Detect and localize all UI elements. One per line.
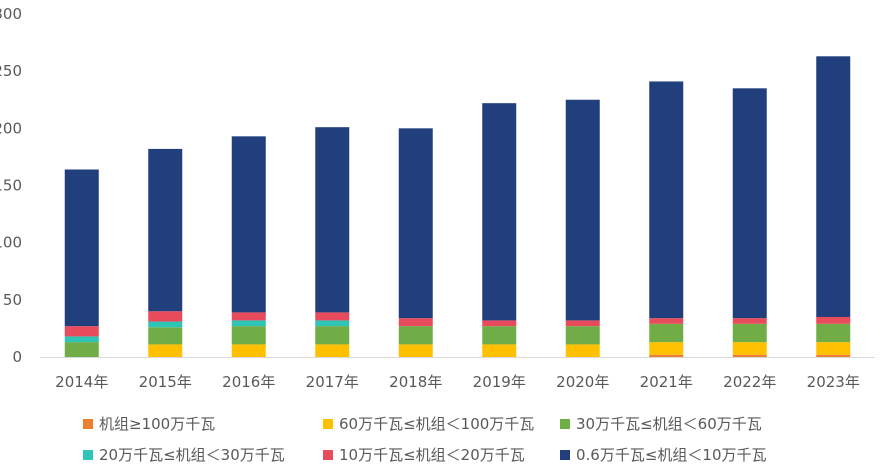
x-tick-label: 2015年 <box>139 373 192 391</box>
bar-segment <box>315 127 350 313</box>
bar-segment <box>482 103 517 321</box>
y-tick-label: 150 <box>0 177 22 195</box>
legend-swatch <box>560 418 570 429</box>
bar-segment <box>398 344 433 357</box>
bar-segment <box>565 99 600 321</box>
x-tick-label: 2022年 <box>723 373 776 391</box>
bar-segment <box>482 320 517 327</box>
legend: 机组≥100万千瓦 60万千瓦≤机组＜100万千瓦 30万千瓦≤机组＜60万千瓦 20… <box>0 404 883 474</box>
legend-label: 机组≥100万千瓦 <box>99 415 216 433</box>
bar-segment <box>565 344 600 357</box>
y-tick-label: 50 <box>3 291 22 309</box>
bar-segment <box>816 323 851 343</box>
y-tick-label: 200 <box>0 119 22 137</box>
legend-label: 0.6万千瓦≤机组＜10万千瓦 <box>576 446 767 464</box>
y-tick-label: 250 <box>0 62 22 80</box>
bar-segment <box>231 326 266 345</box>
bar-segment <box>148 311 183 322</box>
legend-label: 30万千瓦≤机组＜60万千瓦 <box>576 415 762 433</box>
bar-segment <box>732 342 767 355</box>
legend-item: 10万千瓦≤机组＜20万千瓦 <box>323 444 525 465</box>
bar-segment <box>231 320 266 327</box>
bar-segment <box>732 88 767 319</box>
legend-label: 60万千瓦≤机组＜100万千瓦 <box>339 415 535 433</box>
legend-label: 20万千瓦≤机组＜30万千瓦 <box>99 446 285 464</box>
legend-item: 30万千瓦≤机组＜60万千瓦 <box>560 413 762 434</box>
x-tick-label: 2014年 <box>55 373 108 391</box>
bar-segment <box>148 148 183 312</box>
bar-segment <box>231 136 266 313</box>
bar-segment <box>816 342 851 355</box>
bar-segment <box>148 344 183 357</box>
bar-segment <box>565 320 600 327</box>
legend-swatch <box>560 449 570 460</box>
legend-label: 10万千瓦≤机组＜20万千瓦 <box>339 446 525 464</box>
bar-segment <box>816 56 851 317</box>
y-axis-ticks: 0 50 100 150 200 250 300 <box>0 5 22 366</box>
bar-segment <box>315 326 350 345</box>
x-tick-label: 2021年 <box>640 373 693 391</box>
bar-segment <box>649 342 684 355</box>
legend-swatch <box>323 418 333 429</box>
bars <box>64 56 851 357</box>
x-tick-label: 2016年 <box>222 373 275 391</box>
bar-segment <box>649 354 684 357</box>
bar-segment <box>649 323 684 343</box>
bar-segment <box>398 326 433 345</box>
bar-segment <box>732 354 767 357</box>
stacked-bar-chart: 050100150200250300 2014年2015年2016年2017年2… <box>0 5 875 391</box>
bar-segment <box>231 344 266 357</box>
legend-swatch <box>83 449 93 460</box>
legend-swatch <box>323 449 333 460</box>
bar-segment <box>148 321 183 328</box>
bar-segment <box>649 81 684 319</box>
x-tick-label: 2023年 <box>807 373 860 391</box>
bar-segment <box>231 312 266 321</box>
bar-segment <box>315 320 350 327</box>
bar-segment <box>398 128 433 319</box>
bar-segment <box>64 169 99 327</box>
bar-segment <box>148 327 183 345</box>
x-tick-label: 2018年 <box>389 373 442 391</box>
bar-segment <box>732 318 767 324</box>
bar-segment <box>482 344 517 357</box>
legend-swatch <box>83 418 93 429</box>
bar-segment <box>732 323 767 343</box>
legend-item: 0.6万千瓦≤机组＜10万千瓦 <box>560 444 767 465</box>
bar-segment <box>649 318 684 324</box>
y-tick-label: 0 <box>12 348 22 366</box>
legend-item: 机组≥100万千瓦 <box>83 413 215 434</box>
bar-segment <box>816 316 851 324</box>
bar-segment <box>482 326 517 345</box>
legend-item: 20万千瓦≤机组＜30万千瓦 <box>83 444 285 465</box>
x-axis-ticks: 2014年 2015年 2016年 2017年 2018年 2019年 2020年 2021年… <box>55 373 860 391</box>
bar-segment <box>565 326 600 345</box>
legend-item: 60万千瓦≤机组＜100万千瓦 <box>323 413 534 434</box>
x-tick-label: 2019年 <box>473 373 526 391</box>
bar-segment <box>64 336 99 343</box>
bar-segment <box>64 342 99 357</box>
bar-segment <box>398 318 433 327</box>
bar-segment <box>315 344 350 357</box>
x-tick-label: 2017年 <box>306 373 359 391</box>
y-tick-label: 300 <box>0 5 22 23</box>
bar-segment <box>315 312 350 321</box>
bar-segment <box>64 326 99 337</box>
bar-segment <box>816 354 851 357</box>
x-tick-label: 2020年 <box>556 373 609 391</box>
y-tick-label: 100 <box>0 234 22 252</box>
